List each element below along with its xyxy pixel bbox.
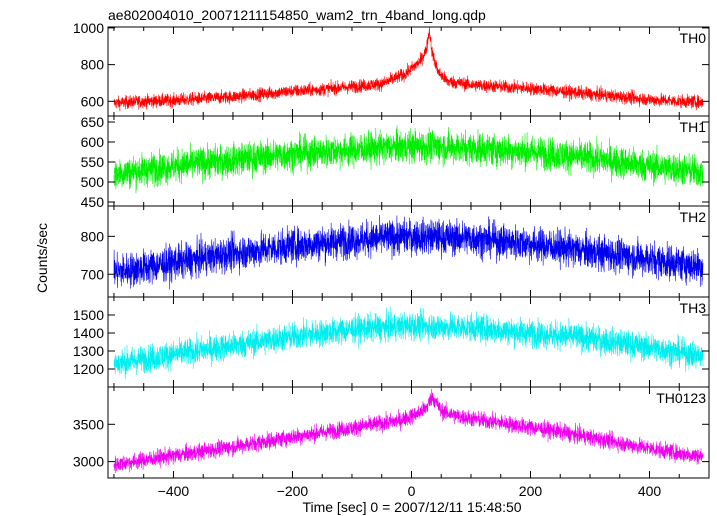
panels-layer: 1000 800 600 TH0 650 600 550 500 450 TH1 800 700 TH2… bbox=[73, 20, 710, 479]
y-tick-label: 3000 bbox=[73, 454, 104, 470]
y-tick-label: 550 bbox=[81, 154, 105, 170]
y-tick-label: 650 bbox=[81, 114, 105, 130]
panel-th2: 800 700 TH2 bbox=[81, 205, 710, 298]
x-tick-label: −400 bbox=[158, 483, 190, 499]
series-line-th3 bbox=[113, 306, 704, 380]
y-tick-label: 600 bbox=[81, 93, 105, 109]
y-tick-label: 800 bbox=[81, 57, 105, 73]
panel-th1: 650 600 550 500 450 TH1 bbox=[81, 114, 710, 210]
y-tick-label: 800 bbox=[81, 228, 105, 244]
x-tick-label: −200 bbox=[277, 483, 309, 499]
y-tick-label: 700 bbox=[81, 266, 105, 282]
y-axis-label: Counts/sec bbox=[34, 223, 50, 293]
panel-frame bbox=[107, 386, 710, 479]
series-line-th0 bbox=[113, 27, 704, 112]
y-tick-label: 1000 bbox=[73, 20, 104, 36]
y-tick-label: 1500 bbox=[73, 307, 104, 323]
series-label-th0123: TH0123 bbox=[656, 390, 706, 406]
panel-th0123: 3500 3000 TH0123 bbox=[73, 386, 710, 479]
y-tick-label: 1400 bbox=[73, 325, 104, 341]
y-tick-label: 3500 bbox=[73, 416, 104, 432]
series-label-th0: TH0 bbox=[680, 30, 707, 46]
y-tick-label: 500 bbox=[81, 174, 105, 190]
x-tick-label: 200 bbox=[519, 483, 543, 499]
series-label-th2: TH2 bbox=[680, 209, 707, 225]
x-tick-label: 0 bbox=[408, 483, 416, 499]
chart-title: ae802004010_20071211154850_wam2_trn_4ban… bbox=[108, 7, 486, 23]
x-axis-label: Time [sec] 0 = 2007/12/11 15:48:50 bbox=[302, 499, 521, 515]
y-tick-label: 1200 bbox=[73, 361, 104, 377]
x-tick-labels: −400 −200 0 200 400 bbox=[158, 483, 662, 499]
series-label-th3: TH3 bbox=[680, 300, 707, 316]
series-line-th2 bbox=[113, 214, 704, 290]
panel-th0: 1000 800 600 TH0 bbox=[73, 20, 710, 117]
y-tick-label: 450 bbox=[81, 194, 105, 210]
panel-th3: 1500 1400 1300 1200 TH3 bbox=[73, 296, 710, 388]
y-tick-label: 1300 bbox=[73, 343, 104, 359]
x-tick-label: 400 bbox=[638, 483, 662, 499]
series-line-th0123 bbox=[113, 388, 704, 473]
series-label-th1: TH1 bbox=[680, 119, 707, 135]
y-tick-label: 600 bbox=[81, 134, 105, 150]
series-line-th1 bbox=[113, 125, 704, 194]
panel-frame bbox=[107, 205, 710, 298]
